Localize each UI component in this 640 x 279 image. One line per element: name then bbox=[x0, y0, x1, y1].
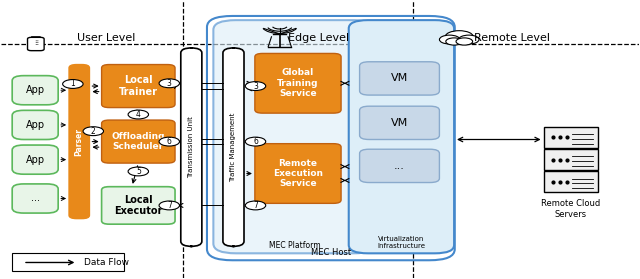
FancyBboxPatch shape bbox=[255, 144, 341, 203]
Circle shape bbox=[128, 110, 148, 119]
Text: App: App bbox=[26, 85, 45, 95]
Text: 3: 3 bbox=[167, 79, 172, 88]
Text: Parser: Parser bbox=[75, 128, 84, 156]
Text: 1: 1 bbox=[70, 80, 76, 88]
Text: MEC Host: MEC Host bbox=[311, 248, 351, 257]
Text: Remote
Execution
Service: Remote Execution Service bbox=[273, 158, 323, 188]
Text: Traffic Management: Traffic Management bbox=[230, 112, 236, 182]
FancyBboxPatch shape bbox=[223, 48, 244, 246]
Text: VM: VM bbox=[391, 118, 408, 128]
Text: Offloading
Scheduler: Offloading Scheduler bbox=[111, 132, 165, 151]
Text: User Level: User Level bbox=[77, 33, 135, 43]
Circle shape bbox=[83, 127, 104, 136]
Text: ...: ... bbox=[394, 161, 405, 171]
FancyBboxPatch shape bbox=[12, 184, 58, 213]
Text: Edge Level: Edge Level bbox=[288, 33, 349, 43]
Text: Local
Executor: Local Executor bbox=[114, 195, 163, 216]
Text: Data Flow: Data Flow bbox=[84, 258, 129, 267]
Circle shape bbox=[159, 79, 179, 88]
Text: Remote Cloud
Servers: Remote Cloud Servers bbox=[541, 199, 600, 219]
Bar bbox=[543, 149, 598, 170]
FancyBboxPatch shape bbox=[102, 64, 175, 108]
Text: VM: VM bbox=[391, 73, 408, 83]
FancyBboxPatch shape bbox=[360, 106, 440, 140]
Text: App: App bbox=[26, 155, 45, 165]
Text: 4: 4 bbox=[136, 110, 141, 119]
Circle shape bbox=[456, 38, 472, 45]
Text: ...: ... bbox=[31, 194, 40, 203]
FancyBboxPatch shape bbox=[28, 37, 44, 51]
Circle shape bbox=[445, 31, 473, 43]
Text: Local
Trainer: Local Trainer bbox=[119, 75, 158, 97]
Circle shape bbox=[245, 137, 266, 146]
FancyBboxPatch shape bbox=[180, 48, 202, 246]
Bar bbox=[543, 127, 598, 148]
Text: 7: 7 bbox=[253, 201, 258, 210]
FancyBboxPatch shape bbox=[12, 76, 58, 105]
Circle shape bbox=[440, 35, 460, 44]
Text: App: App bbox=[26, 120, 45, 130]
FancyBboxPatch shape bbox=[349, 20, 454, 253]
Circle shape bbox=[245, 201, 266, 210]
Text: ▬: ▬ bbox=[30, 32, 42, 45]
Circle shape bbox=[159, 201, 179, 210]
FancyBboxPatch shape bbox=[102, 187, 175, 224]
FancyBboxPatch shape bbox=[69, 64, 90, 219]
Text: 6: 6 bbox=[253, 137, 258, 146]
Text: Transmission Unit: Transmission Unit bbox=[188, 116, 195, 178]
FancyBboxPatch shape bbox=[255, 54, 341, 113]
FancyBboxPatch shape bbox=[213, 20, 376, 253]
Text: 7: 7 bbox=[167, 201, 172, 210]
FancyBboxPatch shape bbox=[12, 145, 58, 174]
Bar bbox=[543, 171, 598, 192]
Text: 2: 2 bbox=[91, 127, 95, 136]
FancyBboxPatch shape bbox=[360, 62, 440, 95]
Circle shape bbox=[245, 82, 266, 90]
Text: ⠿: ⠿ bbox=[34, 42, 38, 47]
Text: 6: 6 bbox=[167, 137, 172, 146]
FancyBboxPatch shape bbox=[12, 110, 58, 140]
Text: Global
Training
Service: Global Training Service bbox=[277, 68, 319, 98]
Text: 3: 3 bbox=[253, 81, 258, 91]
Circle shape bbox=[63, 80, 83, 88]
Circle shape bbox=[159, 137, 179, 146]
Text: 5: 5 bbox=[136, 167, 141, 176]
FancyBboxPatch shape bbox=[360, 149, 440, 182]
Text: Remote Level: Remote Level bbox=[474, 33, 550, 43]
Circle shape bbox=[446, 38, 463, 45]
Text: Virtualization
Infrastructure: Virtualization Infrastructure bbox=[378, 236, 426, 249]
Text: MEC Platform: MEC Platform bbox=[269, 241, 321, 250]
FancyBboxPatch shape bbox=[102, 120, 175, 163]
Circle shape bbox=[459, 35, 479, 44]
Circle shape bbox=[128, 167, 148, 176]
Bar bbox=[12, 253, 124, 271]
